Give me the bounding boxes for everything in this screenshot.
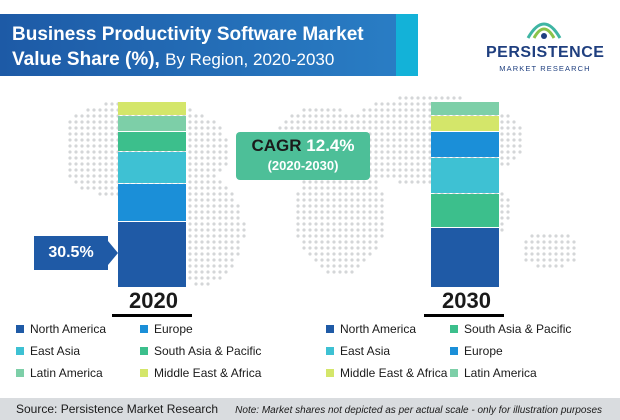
bar-segment-2020-north-america	[118, 222, 186, 287]
legend-item-2020-south-asia-pacific: South Asia & Pacific	[140, 344, 261, 358]
bar-segment-2020-south-asia-pacific	[118, 132, 186, 151]
legend-swatch	[326, 325, 334, 333]
legend-swatch	[326, 369, 334, 377]
cagr-label-text: CAGR	[251, 136, 302, 155]
legend-label: North America	[30, 322, 107, 336]
baseline-2030	[424, 314, 504, 317]
legend-label: Middle East & Africa	[340, 366, 448, 380]
legend-label: East Asia	[340, 344, 391, 358]
chart-subtitle-bold: Value Share (%),	[12, 49, 160, 70]
chart-title: Business Productivity Software Market	[12, 24, 364, 45]
legend-item-2030-europe: Europe	[450, 344, 503, 358]
legend-swatch	[450, 347, 458, 355]
legend-label: Europe	[154, 322, 193, 336]
legend-label: Latin America	[464, 366, 537, 380]
legend-swatch	[16, 369, 24, 377]
legend-item-2020-europe: Europe	[140, 322, 193, 336]
footer: Source: Persistence Market Research Note…	[0, 398, 620, 420]
legend-swatch	[140, 369, 148, 377]
legend-item-2020-east-asia: East Asia	[16, 344, 80, 358]
legend-label: North America	[340, 322, 417, 336]
bar-segment-2030-south-asia-pacific	[431, 194, 499, 227]
legend-item-2030-east-asia: East Asia	[326, 344, 390, 358]
baseline-2020	[112, 314, 192, 317]
legend-item-2030-north-america: North America	[326, 322, 416, 336]
legend-label: South Asia & Pacific	[154, 344, 262, 358]
logo-mark-icon	[526, 22, 562, 39]
title-accent-strip	[396, 14, 418, 76]
logo-tagline: MARKET RESEARCH	[499, 64, 591, 73]
bar-segment-2020-middle-east-africa	[118, 102, 186, 115]
cagr-badge: CAGR 12.4% (2020-2030)	[236, 132, 370, 180]
legend-swatch	[140, 325, 148, 333]
legend-item-2030-south-asia-pacific: South Asia & Pacific	[450, 322, 571, 336]
company-logo: PERSISTENCE MARKET RESEARCH	[486, 16, 604, 78]
cagr-period: (2020-2030)	[267, 158, 339, 173]
legend-swatch	[450, 325, 458, 333]
chart-subtitle: Value Share (%), By Region, 2020-2030	[12, 47, 418, 72]
bar-segment-2020-east-asia	[118, 152, 186, 183]
legend-swatch	[16, 347, 24, 355]
north-america-share-callout: 30.5%	[34, 236, 108, 270]
footer-note: Note: Market shares not depicted as per …	[235, 405, 603, 416]
legend-item-2030-middle-east-africa: Middle East & Africa	[326, 366, 447, 380]
cagr-value: 12.4%	[306, 136, 355, 155]
legend-item-2020-middle-east-africa: Middle East & Africa	[140, 366, 261, 380]
legend-label: Europe	[464, 344, 503, 358]
source-text: Source: Persistence Market Research	[16, 402, 219, 416]
logo-name: PERSISTENCE	[486, 44, 605, 61]
legend-label: Latin America	[30, 366, 103, 380]
legend-swatch	[450, 369, 458, 377]
bar-segment-2030-europe	[431, 132, 499, 157]
cagr-label: CAGR 12.4%	[236, 135, 370, 157]
bar-segment-2020-europe	[118, 184, 186, 221]
legend-item-2020-latin-america: Latin America	[16, 366, 103, 380]
legend-swatch	[326, 347, 334, 355]
legend-swatch	[16, 325, 24, 333]
legend-item-2020-north-america: North America	[16, 322, 106, 336]
bar-segment-2030-east-asia	[431, 158, 499, 193]
callout-pointer	[108, 241, 118, 265]
title-band: Business Productivity Software Market Va…	[0, 14, 418, 76]
bar-segment-2030-latin-america	[431, 102, 499, 115]
legend-label: South Asia & Pacific	[464, 322, 572, 336]
legend-item-2030-latin-america: Latin America	[450, 366, 537, 380]
bar-segment-2030-middle-east-africa	[431, 116, 499, 131]
legend-label: East Asia	[30, 344, 81, 358]
legend-swatch	[140, 347, 148, 355]
bar-segment-2030-north-america	[431, 228, 499, 287]
year-label-2020: 2020	[129, 288, 178, 313]
year-label-2030: 2030	[442, 288, 491, 313]
bar-segment-2020-latin-america	[118, 116, 186, 131]
chart-subtitle-rest: By Region, 2020-2030	[165, 50, 335, 69]
legend-label: Middle East & Africa	[154, 366, 262, 380]
